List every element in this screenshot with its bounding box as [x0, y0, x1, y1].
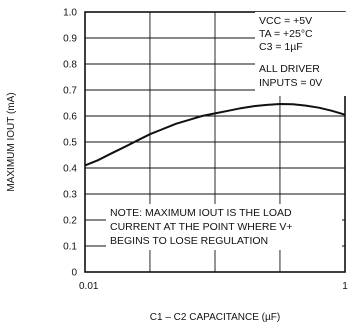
series-line [84, 103, 346, 167]
plot-frame [84, 11, 346, 273]
y-tick-label: 1.0 [63, 8, 77, 19]
y-tick-label: 0.3 [63, 190, 77, 201]
condition-ta: TA = +25°C [259, 28, 313, 40]
y-tick-label: 0.4 [63, 164, 77, 175]
x-tick-label: 0.01 [79, 281, 99, 292]
conditions-box-bg [255, 12, 347, 96]
condition-driver: ALL DRIVER [259, 63, 320, 75]
y-tick-label: 0.6 [63, 112, 77, 123]
x-axis-ticks: 0.01 1 [79, 281, 348, 292]
note-line-2: CURRENT AT THE POINT WHERE V+ [110, 221, 293, 233]
y-tick-label: 0.7 [63, 86, 77, 97]
note-line-1: NOTE: MAXIMUM IOUT IS THE LOAD [110, 207, 292, 219]
condition-vcc: VCC = +5V [259, 15, 312, 27]
y-axis-label: MAXIMUM IOUT (mA) [6, 92, 17, 191]
x-axis-label: C1 – C2 CAPACITANCE (µF) [150, 312, 280, 323]
y-tick-label: 0.1 [63, 242, 77, 253]
note-box-bg [106, 204, 342, 250]
y-tick-label: 0 [71, 268, 77, 279]
y-axis-ticks: 0 0.1 0.2 0.3 0.4 0.5 0.6 0.7 0.8 0.9 1.0 [63, 8, 77, 279]
condition-inputs: INPUTS = 0V [259, 77, 322, 89]
note-line-3: BEGINS TO LOSE REGULATION [110, 235, 268, 247]
condition-c3: C3 = 1µF [259, 41, 303, 53]
y-tick-label: 0.2 [63, 216, 77, 227]
x-tick-label: 1 [342, 281, 348, 292]
y-tick-label: 0.5 [63, 138, 77, 149]
y-tick-label: 0.9 [63, 34, 77, 45]
y-tick-label: 0.8 [63, 60, 77, 71]
